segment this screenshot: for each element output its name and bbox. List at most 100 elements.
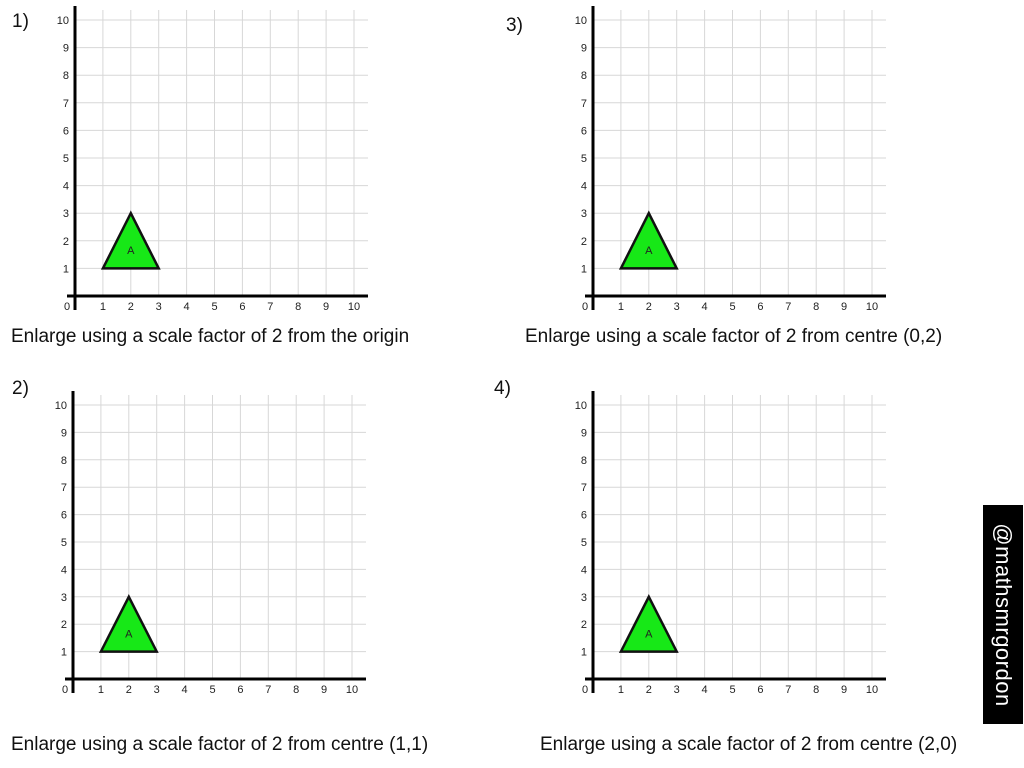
y-tick-label: 3 [581, 592, 587, 604]
x-tick-label: 6 [757, 301, 763, 313]
grid-question-1: 0 1 2 3 4 5 6 7 8 9 10 1 2 3 4 5 6 7 8 9 10 A [57, 6, 368, 313]
watermark-badge: @mathsmrgordon [983, 505, 1023, 724]
x-tick-label: 7 [265, 684, 271, 696]
y-tick-label: 2 [581, 619, 587, 631]
y-tick-label: 4 [61, 564, 67, 576]
x-tick-label: 1 [98, 684, 104, 696]
y-tick-label: 5 [61, 537, 67, 549]
x-tick-label: 4 [702, 684, 708, 696]
x-tick-label: 10 [348, 301, 360, 313]
y-tick-label: 8 [581, 70, 587, 82]
y-tick-label: 9 [581, 427, 587, 439]
y-tick-label: 2 [61, 619, 67, 631]
x-tick-label: 9 [841, 684, 847, 696]
y-tick-label: 1 [581, 263, 587, 275]
caption-question-3: Enlarge using a scale factor of 2 from c… [525, 326, 943, 347]
y-tick-label: 6 [63, 125, 69, 137]
x-tick-label: 6 [239, 301, 245, 313]
y-tick-label: 7 [581, 482, 587, 494]
y-tick-label: 6 [581, 510, 587, 522]
x-tick-label: 4 [184, 301, 190, 313]
caption-question-2: Enlarge using a scale factor of 2 from c… [11, 734, 429, 755]
grid-question-2: 0 1 2 3 4 5 6 7 8 9 10 1 2 3 4 5 6 7 8 9 10 A [55, 391, 366, 696]
question-number-3: 3) [506, 15, 523, 36]
x-tick-label: 4 [182, 684, 188, 696]
x-tick-label: 0 [62, 684, 68, 696]
triangle-a-label: A [645, 245, 653, 257]
y-tick-label: 1 [581, 647, 587, 659]
y-tick-label: 5 [581, 153, 587, 165]
x-tick-label: 6 [757, 684, 763, 696]
y-tick-label: 5 [63, 153, 69, 165]
x-tick-label: 9 [323, 301, 329, 313]
x-tick-label: 3 [674, 301, 680, 313]
y-tick-label: 10 [575, 15, 587, 27]
triangle-a-label: A [125, 628, 133, 640]
x-tick-label: 3 [674, 684, 680, 696]
x-tick-label: 9 [841, 301, 847, 313]
x-tick-label: 8 [813, 684, 819, 696]
x-tick-label: 5 [209, 684, 215, 696]
y-tick-label: 4 [63, 181, 69, 193]
triangle-a-label: A [127, 245, 135, 257]
caption-question-4: Enlarge using a scale factor of 2 from c… [540, 734, 958, 755]
triangle-a-label: A [645, 628, 653, 640]
y-tick-label: 10 [57, 15, 69, 27]
x-tick-label: 2 [646, 301, 652, 313]
y-tick-label: 6 [581, 125, 587, 137]
y-tick-label: 8 [63, 70, 69, 82]
x-tick-label: 9 [321, 684, 327, 696]
x-tick-label: 1 [618, 301, 624, 313]
y-tick-label: 1 [63, 263, 69, 275]
question-number-4: 4) [494, 378, 511, 399]
watermark-text: @mathsmrgordon [991, 522, 1016, 707]
y-tick-label: 1 [61, 647, 67, 659]
y-tick-label: 3 [581, 208, 587, 220]
x-tick-label: 8 [293, 684, 299, 696]
y-tick-label: 10 [55, 400, 67, 412]
y-tick-label: 9 [581, 43, 587, 55]
x-tick-label: 6 [237, 684, 243, 696]
y-tick-label: 5 [581, 537, 587, 549]
x-tick-label: 7 [267, 301, 273, 313]
y-tick-label: 7 [61, 482, 67, 494]
y-tick-label: 6 [61, 510, 67, 522]
y-tick-label: 7 [63, 98, 69, 110]
y-tick-label: 7 [581, 98, 587, 110]
y-tick-label: 8 [61, 455, 67, 467]
x-tick-label: 1 [100, 301, 106, 313]
y-tick-label: 10 [575, 400, 587, 412]
x-tick-label: 3 [156, 301, 162, 313]
x-tick-label: 7 [785, 684, 791, 696]
x-tick-label: 10 [866, 684, 878, 696]
y-tick-label: 8 [581, 455, 587, 467]
question-number-2: 2) [12, 378, 29, 399]
triangle-a [98, 594, 159, 653]
x-tick-label: 0 [582, 684, 588, 696]
x-tick-label: 5 [729, 684, 735, 696]
y-tick-label: 4 [581, 181, 587, 193]
question-number-1: 1) [12, 11, 29, 32]
triangle-a [100, 210, 161, 270]
x-tick-label: 1 [618, 684, 624, 696]
y-tick-label: 3 [63, 208, 69, 220]
triangle-a [618, 210, 679, 270]
grid-question-4: 0 1 2 3 4 5 6 7 8 9 10 1 2 3 4 5 6 7 8 9 10 A [575, 391, 886, 696]
x-tick-label: 10 [866, 301, 878, 313]
y-tick-label: 9 [61, 427, 67, 439]
grid-question-3: 0 1 2 3 4 5 6 7 8 9 10 1 2 3 4 5 6 7 8 9 10 A [575, 6, 886, 313]
x-tick-label: 2 [126, 684, 132, 696]
y-tick-label: 9 [63, 43, 69, 55]
x-tick-label: 2 [646, 684, 652, 696]
triangle-a [618, 594, 679, 653]
y-tick-label: 4 [581, 564, 587, 576]
caption-question-1: Enlarge using a scale factor of 2 from t… [11, 326, 410, 347]
x-tick-label: 7 [785, 301, 791, 313]
x-tick-label: 8 [295, 301, 301, 313]
x-tick-label: 3 [154, 684, 160, 696]
x-tick-label: 5 [729, 301, 735, 313]
y-tick-label: 3 [61, 592, 67, 604]
x-tick-label: 0 [582, 301, 588, 313]
x-tick-label: 8 [813, 301, 819, 313]
